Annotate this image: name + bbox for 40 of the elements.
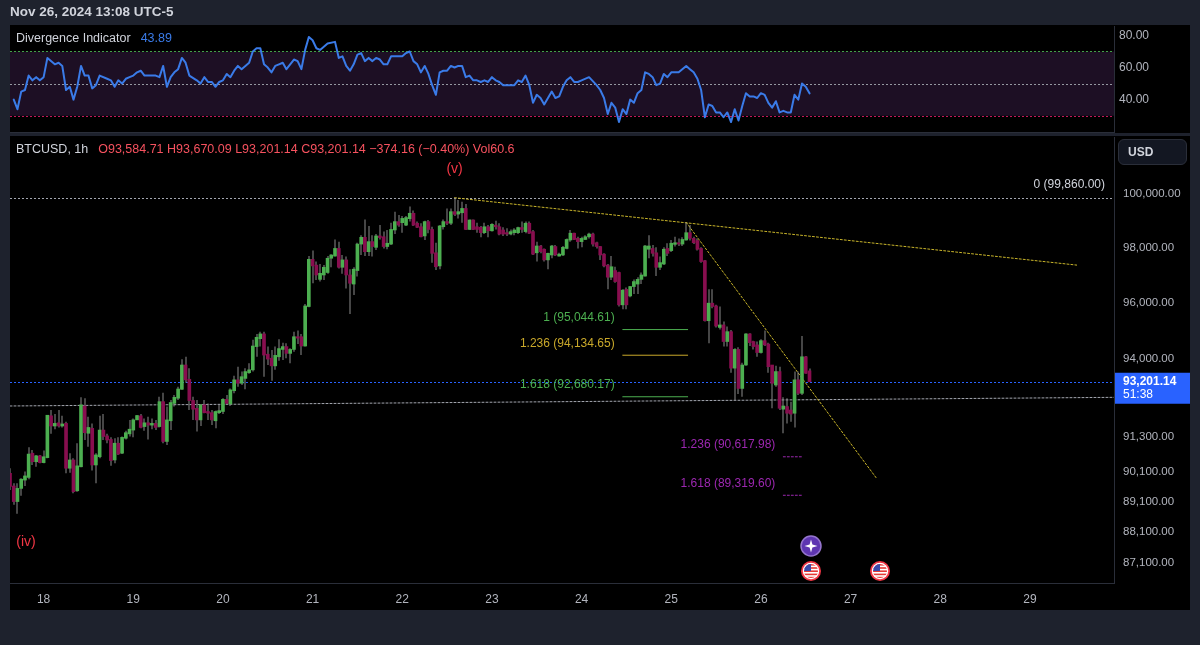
text: Divergence Indicator: [16, 31, 131, 46]
y-tick-label: 98,000.00: [1123, 241, 1175, 254]
text: O93,584.71 H93,670.09 L93,201.14 C93,201.14 −374.16 (−0.40%) Vol60.6: [98, 142, 515, 157]
x-tick-label: 28: [933, 591, 948, 606]
x-tick-label: 26: [754, 591, 768, 606]
y-tick-label: 91,300.00: [1123, 429, 1175, 442]
y-tick-label: 89,100.00: [1123, 495, 1175, 508]
annotation: (v): [446, 159, 463, 176]
x-tick-label: 21: [305, 591, 320, 606]
x-tick-label: 25: [664, 591, 679, 606]
y-tick-label: 60.00: [1119, 59, 1150, 74]
y-tick-label: 90,100.00: [1123, 465, 1175, 478]
x-tick-label: 22: [395, 591, 410, 606]
text: Nov 26, 2024 13:08 UTC-5: [10, 4, 174, 20]
y-tick-label: 96,000.00: [1123, 296, 1175, 309]
series-label: 1 (95,044.61): [543, 309, 615, 324]
annotation: 43.89: [140, 31, 172, 46]
series-label: 1.236 (90,617.98): [680, 437, 776, 452]
y-tick-label: 40.00: [1119, 91, 1150, 106]
text: 51:38: [1123, 387, 1154, 402]
ref-line-label: 0 (99,860.00): [1033, 176, 1105, 191]
x-tick-label: 18: [36, 591, 51, 606]
x-tick-label: 20: [216, 591, 230, 606]
y-tick-label: 88,100.00: [1123, 525, 1175, 538]
series-label: 1.236 (94,134.65): [519, 335, 615, 350]
x-tick-label: 29: [1023, 591, 1037, 606]
y-tick-label: 94,000.00: [1123, 352, 1175, 365]
y-tick-label: 87,100.00: [1123, 555, 1175, 568]
y-tick-label: 93,201.14: [1123, 374, 1177, 389]
x-tick-label: 19: [126, 591, 141, 606]
currency-button: USD: [1118, 139, 1187, 165]
x-tick-label: 24: [574, 591, 589, 606]
x-tick-label: 23: [485, 591, 499, 606]
series-label: 1.618 (92,680.17): [519, 377, 615, 392]
y-tick-label: 80.00: [1119, 27, 1150, 42]
y-tick-label: 100,000.00: [1123, 187, 1181, 200]
annotation: (iv): [16, 532, 36, 549]
series-label: 1.618 (89,319.60): [680, 475, 776, 490]
text: BTCUSD, 1h: [16, 142, 89, 157]
x-tick-label: 27: [843, 591, 858, 606]
